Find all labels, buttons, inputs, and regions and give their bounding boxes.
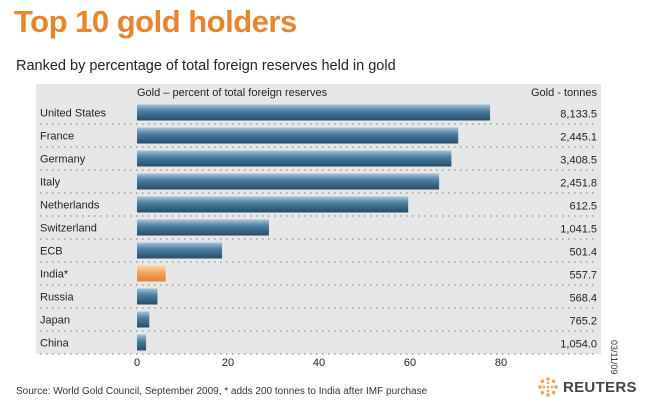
x-tick-label: 80: [495, 357, 507, 369]
category-label: Switzerland: [40, 223, 97, 235]
tonnes-label: 1,054.0: [560, 339, 597, 351]
category-label: Netherlands: [40, 200, 100, 212]
tonnes-label: 501.4: [569, 247, 597, 259]
tonnes-label: 2,445.1: [560, 132, 597, 144]
chart-subtitle: Ranked by percentage of total foreign re…: [16, 58, 396, 74]
bar: [137, 288, 158, 305]
tonnes-label: 612.5: [569, 201, 597, 213]
bar: [137, 150, 452, 167]
bar: [137, 265, 166, 282]
tonnes-label: 765.2: [569, 316, 597, 328]
tonnes-label: 2,451.8: [560, 178, 597, 190]
tonnes-label: 557.7: [569, 270, 597, 282]
category-label: Japan: [40, 315, 70, 327]
category-label: Russia: [40, 292, 75, 304]
bar-header: Gold – percent of total foreign reserves: [137, 87, 328, 99]
x-tick-label: 60: [404, 357, 416, 369]
x-tick-label: 0: [134, 357, 140, 369]
category-label: India*: [40, 269, 69, 281]
source-note: Source: World Gold Council, September 20…: [16, 386, 428, 397]
reuters-logo-icon: [538, 377, 558, 397]
tonnes-label: 568.4: [569, 293, 597, 305]
category-label: ECB: [40, 246, 63, 258]
x-tick-label: 20: [222, 357, 234, 369]
chart-bars: [137, 104, 491, 351]
category-label: China: [40, 338, 70, 350]
x-axis-ticks: 0 20 40 60 80: [134, 357, 507, 369]
bar: [137, 219, 269, 236]
tonnes-label: 8,133.5: [560, 109, 597, 121]
category-label: France: [40, 131, 74, 143]
bar: [137, 127, 459, 144]
date-stamp: 03/11/09: [609, 340, 619, 375]
reuters-logo-text: REUTERS: [563, 378, 637, 396]
bar: [137, 104, 491, 121]
bar: [137, 334, 147, 351]
value-header: Gold - tonnes: [531, 87, 598, 99]
tonnes-label: 3,408.5: [560, 155, 597, 167]
bar: [137, 311, 150, 328]
bar: [137, 242, 223, 259]
category-label: Italy: [40, 177, 61, 189]
category-label: Germany: [40, 154, 86, 166]
bar: [137, 196, 409, 213]
reuters-logo: REUTERS: [537, 376, 637, 398]
category-label: United States: [40, 108, 107, 120]
chart-title: Top 10 gold holders: [14, 4, 297, 39]
chart-rows: United States 8,133.5 France 2,445.1 Germany…: [40, 108, 598, 355]
tonnes-label: 1,041.5: [560, 224, 597, 236]
x-tick-label: 40: [313, 357, 325, 369]
bar: [137, 173, 440, 190]
